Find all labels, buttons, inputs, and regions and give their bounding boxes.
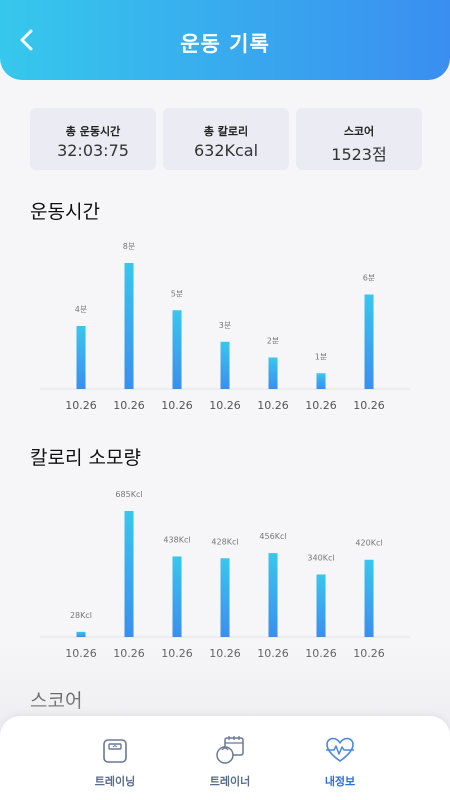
x-tick-label: 10.26 xyxy=(305,399,337,412)
chart-bar xyxy=(76,631,86,637)
bar-data-label: 420Kcl xyxy=(355,539,382,548)
bar-data-label: 8분 xyxy=(123,242,135,251)
tab-training[interactable]: 트레이닝 xyxy=(40,716,190,800)
x-tick-label: 10.26 xyxy=(65,399,97,412)
scale-icon xyxy=(103,739,127,763)
bottom-tab-bar: 트레이닝 트레이너 내정보 xyxy=(0,716,450,800)
heart-pulse-icon xyxy=(326,737,354,762)
bar-data-label: 685Kcl xyxy=(115,490,142,499)
bar-data-label: 456Kcl xyxy=(259,532,286,541)
x-tick-label: 10.26 xyxy=(161,647,193,660)
summary-label: 총 운동시간 xyxy=(65,125,121,138)
x-tick-label: 10.26 xyxy=(257,399,289,412)
bar-data-label: 3분 xyxy=(219,321,231,330)
bar-data-label: 28Kcl xyxy=(70,611,92,620)
summary-label: 총 칼로리 xyxy=(203,125,249,138)
chart-bar xyxy=(76,326,86,389)
tab-label: 내정보 xyxy=(324,775,356,788)
summary-value: 32:03:75 xyxy=(57,141,129,160)
tab-trainer[interactable]: 트레이너 xyxy=(155,716,305,800)
x-tick-label: 10.26 xyxy=(209,647,241,660)
x-tick-label: 10.26 xyxy=(305,647,337,660)
chart-bar xyxy=(364,559,374,637)
section-title-score: 스코어 xyxy=(30,690,83,712)
chart-bar xyxy=(220,558,230,637)
x-tick-label: 10.26 xyxy=(65,647,97,660)
tab-label: 트레이닝 xyxy=(94,775,136,788)
tab-label: 트레이너 xyxy=(209,775,251,788)
x-tick-label: 10.26 xyxy=(161,399,193,412)
summary-card-score: 스코어 1523점 xyxy=(296,108,422,170)
x-tick-label: 10.26 xyxy=(113,399,145,412)
calorie-chart: 28Kcl 10.26 685Kcl 10.26 438Kcl 10.26 428Kcl 10… xyxy=(40,490,410,660)
x-tick-label: 10.26 xyxy=(209,399,241,412)
tab-my-info[interactable]: 내정보 xyxy=(265,716,415,800)
summary-card-total-time: 총 운동시간 32:03:75 xyxy=(30,108,156,170)
x-tick-label: 10.26 xyxy=(257,647,289,660)
x-tick-label: 10.26 xyxy=(113,647,145,660)
calendar-weight-icon xyxy=(216,736,244,764)
chart-bar xyxy=(316,574,326,637)
bar-data-label: 428Kcl xyxy=(211,537,238,546)
x-tick-label: 10.26 xyxy=(353,647,385,660)
section-title-calories: 칼로리 소모량 xyxy=(30,447,141,469)
bar-data-label: 6분 xyxy=(363,274,375,283)
chart-bar xyxy=(124,511,134,637)
app-header: 운동 기록 xyxy=(0,0,450,80)
chart-bar xyxy=(124,263,134,389)
x-tick-label: 10.26 xyxy=(353,399,385,412)
bar-data-label: 4분 xyxy=(75,305,87,314)
summary-value: 1523점 xyxy=(331,145,387,164)
summary-value: 632Kcal xyxy=(193,141,259,160)
bar-data-label: 5분 xyxy=(171,289,183,298)
bar-data-label: 2분 xyxy=(267,337,279,346)
summary-label: 스코어 xyxy=(343,125,375,138)
bar-data-label: 340Kcl xyxy=(307,553,334,562)
chart-bar xyxy=(316,373,326,389)
chart-bar xyxy=(220,341,230,389)
chart-bar xyxy=(172,310,182,389)
chart-bar xyxy=(172,556,182,637)
section-title-exercise-time: 운동시간 xyxy=(30,201,100,223)
summary-card-total-calories: 총 칼로리 632Kcal xyxy=(163,108,289,170)
bar-data-label: 1분 xyxy=(315,352,327,361)
back-arrow-icon[interactable] xyxy=(14,26,42,54)
chart-bar xyxy=(268,553,278,637)
chart-bar xyxy=(364,294,374,389)
bar-data-label: 438Kcl xyxy=(163,535,190,544)
exercise-time-chart: 4분 10.26 8분 10.26 5분 10.26 3분 10.26 2분 10.26 1분 10.… xyxy=(40,242,410,412)
chart-bar xyxy=(268,357,278,389)
page-title: 운동 기록 xyxy=(180,32,270,56)
